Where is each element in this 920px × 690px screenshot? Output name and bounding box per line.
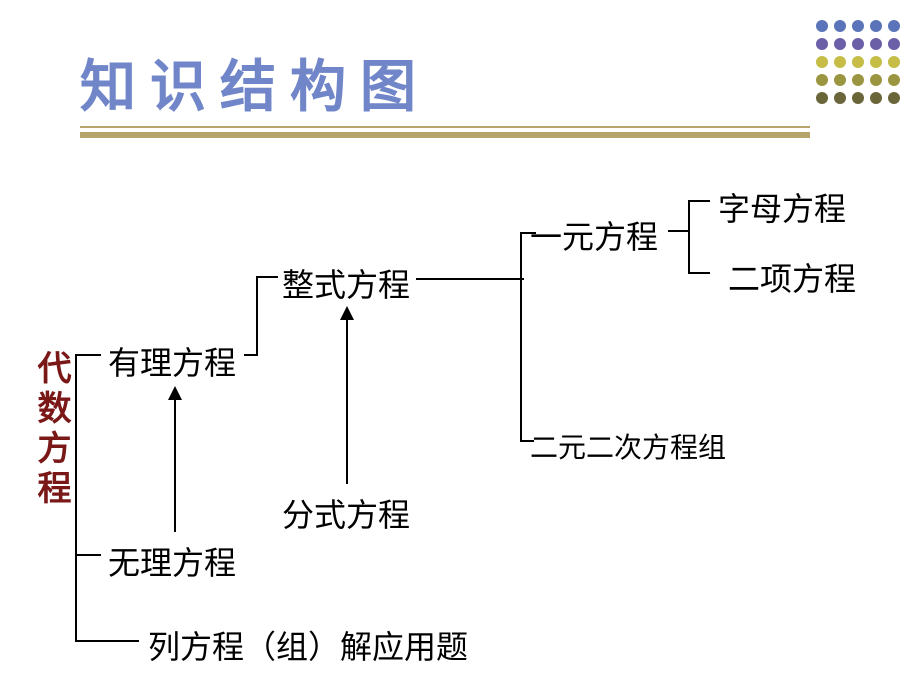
arrow-irrational-to-rational xyxy=(168,386,182,532)
node-fractional: 分式方程 xyxy=(282,490,410,536)
node-bivariate: 二元二次方程组 xyxy=(530,426,726,466)
page-title: 知识结构图 xyxy=(80,42,430,123)
arrow-fractional-to-integral xyxy=(340,306,354,484)
node-rational: 有理方程 xyxy=(108,338,236,384)
node-irrational: 无理方程 xyxy=(108,538,236,584)
title-underline xyxy=(80,126,810,138)
node-univariate: 一元方程 xyxy=(530,212,658,258)
node-binomial: 二项方程 xyxy=(728,254,856,300)
node-application: 列方程（组）解应用题 xyxy=(148,622,468,668)
node-integral: 整式方程 xyxy=(282,260,410,306)
decorative-dots xyxy=(816,20,900,110)
root-label: 代数方程 xyxy=(26,350,75,510)
node-literal: 字母方程 xyxy=(718,184,846,230)
